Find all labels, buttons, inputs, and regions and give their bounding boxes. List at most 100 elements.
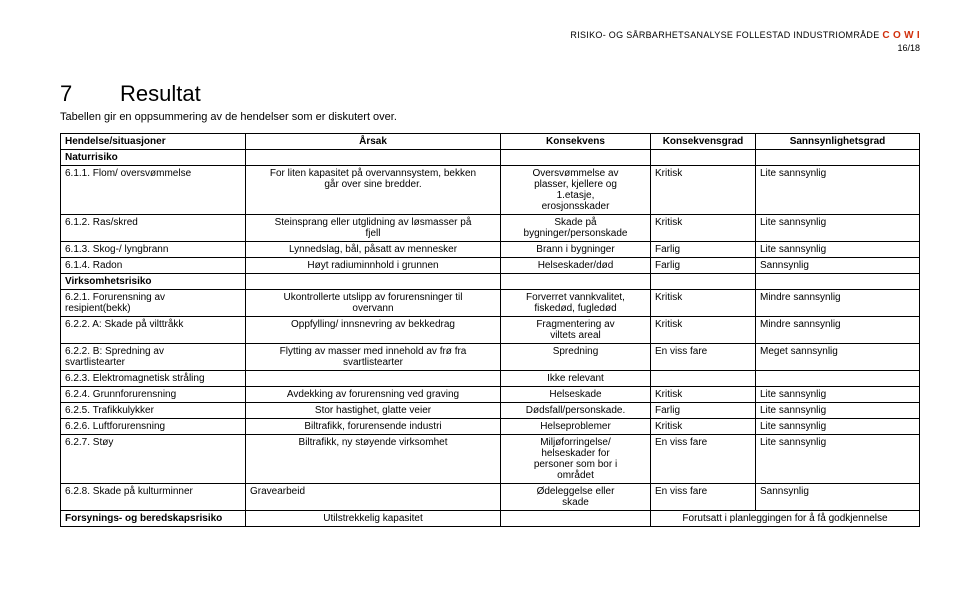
cell-konsekvensgrad: Kritisk [651, 317, 756, 344]
table-row: 6.2.1. Forurensning avresipient(bekk) Uk… [61, 290, 920, 317]
cell-sannsynlighet: Lite sannsynlig [756, 419, 920, 435]
col-header-konsekvens: Konsekvens [501, 134, 651, 150]
group-label: Naturrisiko [61, 150, 246, 166]
cell-konsekvens: Helseskade [501, 387, 651, 403]
cell-konsekvensgrad: Kritisk [651, 419, 756, 435]
cell-sannsynlighet: Sannsynlig [756, 484, 920, 511]
cell-konsekvensgrad: En viss fare [651, 435, 756, 484]
cell-konsekvensgrad: Kritisk [651, 387, 756, 403]
table-row: 6.1.4. Radon Høyt radiuminnhold i grunne… [61, 258, 920, 274]
doc-title: RISIKO- OG SÅRBARHETSANALYSE FOLLESTAD I… [570, 30, 879, 40]
cell-hendelse: 6.2.2. A: Skade på vilttråkk [61, 317, 246, 344]
cell-arsak: Lynnedslag, bål, påsatt av mennesker [246, 242, 501, 258]
cell-konsekvensgrad: En viss fare [651, 344, 756, 371]
cell-konsekvens: Spredning [501, 344, 651, 371]
cell-arsak: Steinsprang eller utglidning av løsmasse… [246, 215, 501, 242]
cell-hendelse: 6.1.1. Flom/ oversvømmelse [61, 166, 246, 215]
table-group-row: Naturrisiko [61, 150, 920, 166]
table-row: 6.2.8. Skade på kulturminner Gravearbeid… [61, 484, 920, 511]
cell-arsak: Biltrafikk, forurensende industri [246, 419, 501, 435]
cell-arsak: Utilstrekkelig kapasitet [246, 511, 501, 527]
cell-konsekvens: Helseskader/død [501, 258, 651, 274]
cell-konsekvensgrad: Farlig [651, 403, 756, 419]
cell-konsekvens: Forverret vannkvalitet,fiskedød, fugledø… [501, 290, 651, 317]
table-row: 6.2.4. Grunnforurensning Avdekking av fo… [61, 387, 920, 403]
table-row: 6.1.1. Flom/ oversvømmelse For liten kap… [61, 166, 920, 215]
cell-hendelse: 6.2.1. Forurensning avresipient(bekk) [61, 290, 246, 317]
risk-table: Hendelse/situasjoner Årsak Konsekvens Ko… [60, 133, 920, 527]
cell-arsak: Avdekking av forurensning ved graving [246, 387, 501, 403]
cell-hendelse: 6.1.3. Skog-/ lyngbrann [61, 242, 246, 258]
cell-hendelse: 6.2.4. Grunnforurensning [61, 387, 246, 403]
cowi-logo: C O W I [882, 30, 920, 41]
table-row: 6.2.2. A: Skade på vilttråkk Oppfylling/… [61, 317, 920, 344]
cell-sannsynlighet: Sannsynlig [756, 258, 920, 274]
cell-konsekvens: Ødeleggelse ellerskade [501, 484, 651, 511]
cell-konsekvens: Miljøforringelse/helseskader forpersoner… [501, 435, 651, 484]
table-row: 6.2.3. Elektromagnetisk stråling Ikke re… [61, 371, 920, 387]
cell-sannsynlighet: Lite sannsynlig [756, 166, 920, 215]
cell-konsekvens: Oversvømmelse avplasser, kjellere og1.et… [501, 166, 651, 215]
table-row: 6.2.6. Luftforurensning Biltrafikk, foru… [61, 419, 920, 435]
cell-hendelse: 6.2.5. Trafikkulykker [61, 403, 246, 419]
cell-arsak [246, 371, 501, 387]
section-heading: 7Resultat [60, 81, 920, 107]
footer-note: Forutsatt i planleggingen for å få godkj… [651, 511, 920, 527]
cell-sannsynlighet: Lite sannsynlig [756, 435, 920, 484]
cell-arsak: Stor hastighet, glatte veier [246, 403, 501, 419]
section-number: 7 [60, 81, 120, 107]
table-row: 6.2.2. B: Spredning avsvartlistearter Fl… [61, 344, 920, 371]
cell-arsak: Ukontrollerte utslipp av forurensninger … [246, 290, 501, 317]
cell-sannsynlighet: Lite sannsynlig [756, 387, 920, 403]
cell-hendelse: 6.2.3. Elektromagnetisk stråling [61, 371, 246, 387]
cell-hendelse: 6.1.2. Ras/skred [61, 215, 246, 242]
cell-konsekvens: Brann i bygninger [501, 242, 651, 258]
section-subtitle: Tabellen gir en oppsummering av de hende… [60, 111, 920, 123]
cell-sannsynlighet: Lite sannsynlig [756, 242, 920, 258]
document-header: RISIKO- OG SÅRBARHETSANALYSE FOLLESTAD I… [60, 30, 920, 41]
cell-konsekvensgrad: Kritisk [651, 166, 756, 215]
table-header-row: Hendelse/situasjoner Årsak Konsekvens Ko… [61, 134, 920, 150]
cell-arsak: For liten kapasitet på overvannsystem, b… [246, 166, 501, 215]
table-row: 6.2.7. Støy Biltrafikk, ny støyende virk… [61, 435, 920, 484]
cell-konsekvens [501, 511, 651, 527]
cell-konsekvensgrad [651, 371, 756, 387]
cell-arsak: Høyt radiuminnhold i grunnen [246, 258, 501, 274]
cell-hendelse: 6.1.4. Radon [61, 258, 246, 274]
table-row: 6.2.5. Trafikkulykker Stor hastighet, gl… [61, 403, 920, 419]
cell-konsekvensgrad: En viss fare [651, 484, 756, 511]
col-header-hendelse: Hendelse/situasjoner [61, 134, 246, 150]
cell-arsak: Oppfylling/ innsnevring av bekkedrag [246, 317, 501, 344]
cell-konsekvens: Fragmentering avviltets areal [501, 317, 651, 344]
cell-sannsynlighet: Mindre sannsynlig [756, 290, 920, 317]
footer-label: Forsynings- og beredskapsrisiko [61, 511, 246, 527]
page-number: 16/18 [60, 43, 920, 53]
cell-konsekvens: Ikke relevant [501, 371, 651, 387]
col-header-sannsynlighetsgrad: Sannsynlighetsgrad [756, 134, 920, 150]
cell-hendelse: 6.2.8. Skade på kulturminner [61, 484, 246, 511]
cell-hendelse: 6.2.6. Luftforurensning [61, 419, 246, 435]
cell-konsekvens: Dødsfall/personskade. [501, 403, 651, 419]
col-header-arsak: Årsak [246, 134, 501, 150]
cell-sannsynlighet: Lite sannsynlig [756, 403, 920, 419]
cell-sannsynlighet: Mindre sannsynlig [756, 317, 920, 344]
cell-arsak: Gravearbeid [246, 484, 501, 511]
cell-konsekvensgrad: Farlig [651, 258, 756, 274]
cell-konsekvensgrad: Kritisk [651, 290, 756, 317]
cell-arsak: Flytting av masser med innehold av frø f… [246, 344, 501, 371]
table-row: 6.1.2. Ras/skred Steinsprang eller utgli… [61, 215, 920, 242]
table-footer-row: Forsynings- og beredskapsrisiko Utilstre… [61, 511, 920, 527]
table-group-row: Virksomhetsrisiko [61, 274, 920, 290]
cell-konsekvens: Helseproblemer [501, 419, 651, 435]
group-label: Virksomhetsrisiko [61, 274, 246, 290]
cell-sannsynlighet [756, 371, 920, 387]
cell-konsekvensgrad: Farlig [651, 242, 756, 258]
col-header-konsekvensgrad: Konsekvensgrad [651, 134, 756, 150]
cell-arsak: Biltrafikk, ny støyende virksomhet [246, 435, 501, 484]
cell-sannsynlighet: Lite sannsynlig [756, 215, 920, 242]
cell-konsekvensgrad: Kritisk [651, 215, 756, 242]
cell-hendelse: 6.2.2. B: Spredning avsvartlistearter [61, 344, 246, 371]
cell-konsekvens: Skade påbygninger/personskade [501, 215, 651, 242]
cell-sannsynlighet: Meget sannsynlig [756, 344, 920, 371]
cell-hendelse: 6.2.7. Støy [61, 435, 246, 484]
